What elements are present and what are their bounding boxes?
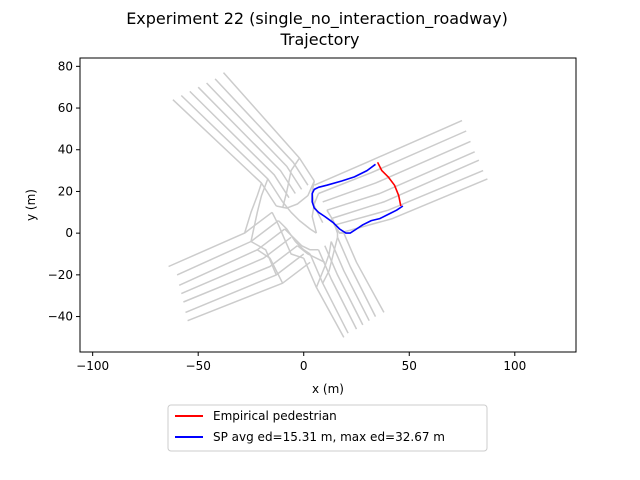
legend-label-sp: SP avg ed=15.31 m, max ed=32.67 m — [213, 430, 445, 444]
chart-title: Experiment 22 (single_no_interaction_roa… — [126, 9, 508, 29]
road-lane-line-32 — [311, 193, 320, 234]
y-tick-label: 0 — [65, 226, 73, 240]
x-axis-label: x (m) — [312, 382, 344, 396]
plot-area — [168, 72, 488, 338]
legend: Empirical pedestrian SP avg ed=15.31 m, … — [167, 404, 488, 452]
road-lane-line-17 — [181, 236, 292, 295]
road-lane-line-4 — [206, 82, 303, 190]
x-tick-label: 50 — [402, 359, 417, 373]
road-lane-line-7 — [314, 119, 463, 186]
y-tick-label: −40 — [48, 310, 73, 324]
x-tick-label: −50 — [186, 359, 211, 373]
x-tick-label: 0 — [300, 359, 308, 373]
road-lane-line-23 — [317, 249, 358, 330]
y-tick-label: 40 — [58, 143, 73, 157]
road-lane-line-43 — [256, 249, 284, 284]
road-lane-line-5 — [214, 78, 309, 186]
road-lane-line-35 — [271, 211, 304, 259]
chart-subtitle: Trajectory — [280, 30, 360, 49]
road-lane-line-2 — [189, 90, 290, 199]
road-lane-line-30 — [281, 157, 301, 209]
road-lane-line-37 — [284, 228, 319, 251]
road-lane-line-36 — [277, 220, 311, 255]
road-lane-line-26 — [336, 237, 377, 317]
road-lane-line-3 — [197, 86, 296, 194]
road-lane-line-10 — [326, 151, 476, 211]
road-lane-line-12 — [335, 169, 484, 226]
x-axis-ticks: −100 −50 0 50 100 — [76, 352, 526, 373]
road-lane-line-25 — [330, 241, 370, 322]
road-lane-line-31 — [311, 180, 324, 224]
axes-frame — [79, 57, 577, 353]
road-lane-line-11 — [330, 159, 480, 220]
road-lane-line-27 — [343, 232, 385, 313]
y-tick-label: 20 — [58, 184, 73, 198]
empirical-pedestrian-trajectory — [376, 161, 402, 207]
road-lane-line-9 — [322, 140, 471, 203]
road-lane-line-38 — [315, 241, 332, 288]
road-lane-line-18 — [183, 245, 298, 303]
x-tick-label: 100 — [503, 359, 526, 373]
sp-trajectory — [311, 163, 404, 234]
road-lane-line-28 — [243, 182, 263, 234]
x-tick-label: −100 — [76, 359, 109, 373]
legend-box — [167, 404, 488, 452]
road-lane-line-44 — [296, 245, 326, 263]
y-tick-label: −20 — [48, 268, 73, 282]
y-tick-label: 60 — [58, 101, 73, 115]
legend-label-empirical: Empirical pedestrian — [213, 409, 337, 423]
road-lane-line-42 — [250, 240, 277, 276]
road-lane-line-8 — [318, 130, 467, 195]
y-axis-label: y (m) — [24, 189, 38, 221]
y-axis-ticks: −40 −20 0 20 40 60 80 — [48, 59, 80, 324]
road-lane-line-34 — [282, 201, 317, 234]
road-lane-line-29 — [250, 178, 269, 242]
road-lane-line-39 — [322, 237, 339, 284]
y-tick-label: 80 — [58, 59, 73, 73]
road-lane-line-33 — [276, 180, 315, 209]
